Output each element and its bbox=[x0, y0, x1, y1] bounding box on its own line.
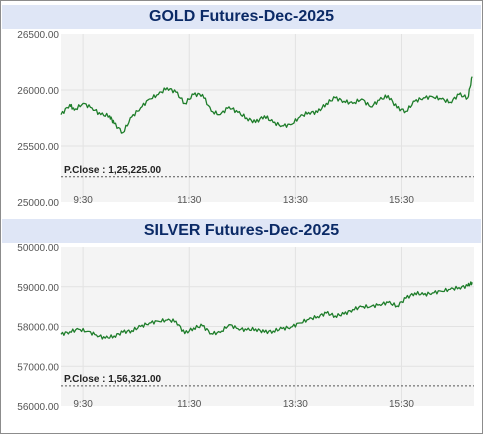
gold-y-tick-label: 26500.00 bbox=[17, 30, 59, 41]
gold-chart-title: GOLD Futures-Dec-2025 bbox=[2, 5, 481, 29]
gold-x-tick-label: 15:30 bbox=[389, 195, 414, 206]
gold-x-tick-label: 13:30 bbox=[283, 195, 308, 206]
silver-y-tick-label: 50000.00 bbox=[17, 243, 59, 254]
silver-price-line bbox=[60, 281, 473, 340]
silver-x-tick-label: 11:30 bbox=[177, 399, 202, 410]
silver-x-tick-label: 15:30 bbox=[389, 399, 414, 410]
silver-x-tick-label: 9:30 bbox=[73, 399, 93, 410]
silver-prev-close-label: P.Close : 1,56,321.00 bbox=[64, 374, 162, 385]
gold-y-tick-label: 25000.00 bbox=[17, 198, 59, 209]
silver-chart-title: SILVER Futures-Dec-2025 bbox=[2, 219, 481, 243]
silver-y-tick-label: 57000.00 bbox=[17, 362, 59, 373]
gold-price-line bbox=[60, 76, 473, 134]
gold-x-tick-label: 11:30 bbox=[177, 195, 202, 206]
gold-x-tick-label: 9:30 bbox=[73, 195, 93, 206]
silver-x-tick-label: 13:30 bbox=[283, 399, 308, 410]
silver-y-tick-label: 58000.00 bbox=[17, 323, 59, 334]
gold-y-tick-label: 26000.00 bbox=[17, 86, 59, 97]
gold-prev-close-label: P.Close : 1,25,225.00 bbox=[64, 165, 162, 176]
silver-y-tick-label: 56000.00 bbox=[17, 402, 59, 413]
gold-y-tick-label: 25500.00 bbox=[17, 142, 59, 153]
silver-y-tick-label: 59000.00 bbox=[17, 283, 59, 294]
